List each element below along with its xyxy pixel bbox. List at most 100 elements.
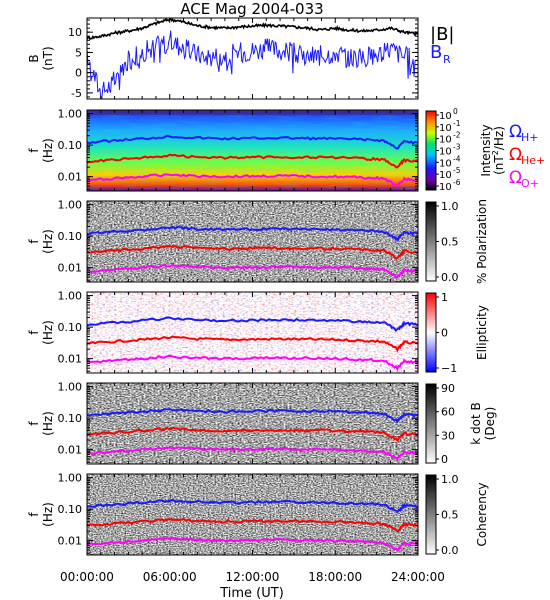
legend-omega-he: Ω: [509, 145, 522, 165]
gyrofrequency-line-he: [87, 426, 418, 442]
colorbar-unit: (Deg): [483, 407, 497, 441]
heatmap-intensity: [87, 110, 418, 191]
x-tick-label: 18:00:00: [308, 570, 362, 584]
legend-b-r-sub: R: [443, 53, 451, 66]
y-tick-label: 1.00: [58, 381, 83, 394]
colorbar-tick-label: 0.5: [441, 509, 459, 522]
y-tick-label: 5: [75, 46, 82, 59]
gyrofrequency-line-h: [87, 408, 418, 424]
y-axis-unit: (Hz): [41, 502, 55, 527]
colorbar-tick-exponent: -3: [453, 143, 461, 152]
x-axis: 00:00:00 06:00:00 12:00:00 18:00:00 24:00:00: [60, 570, 445, 584]
y-tick-label: 0.01: [58, 444, 83, 457]
colorbar-tick-label: 0.0: [441, 271, 459, 284]
colorbar-tick-label: 10: [439, 123, 452, 134]
x-axis-label: Time (UT): [219, 586, 284, 600]
y-tick-label: 1.00: [58, 472, 83, 485]
colorbar-ellipticity: [425, 292, 437, 373]
colorbar-tick-label: 60: [441, 406, 455, 419]
y-tick-label: 0.01: [58, 535, 83, 548]
y-tick-label: -5: [71, 87, 82, 100]
colorbar-tick-exponent: -2: [453, 131, 461, 140]
heatmap-kdotb: [87, 383, 418, 464]
y-axis-unit: (Hz): [41, 229, 55, 254]
y-tick-label: 0: [75, 67, 82, 80]
y-axis-label: f: [27, 239, 41, 244]
y-tick-label: 0.01: [58, 262, 83, 275]
colorbar-label: % Polarization: [475, 199, 489, 284]
y-tick-label: 0.10: [58, 321, 83, 334]
y-axis-label: f: [27, 421, 41, 426]
panel-polarization: 1.00 0.10 0.01 f (Hz) 1.0 0.5 0.0 % Polarization: [27, 199, 489, 284]
colorbar-label: Coherency: [475, 482, 489, 546]
colorbar-tick-label: 10: [439, 135, 452, 146]
y-tick-label: 0.01: [58, 171, 83, 184]
y-tick-label: 0.10: [58, 139, 83, 152]
x-tick-label: 12:00:00: [226, 570, 280, 584]
colorbar-tick-label: 10: [439, 158, 452, 169]
x-tick-label: 24:00:00: [391, 570, 445, 584]
y-axis-unit: (Hz): [41, 138, 55, 163]
gyrofrequency-line-he: [87, 245, 418, 260]
colorbar-tick-exponent: 0: [453, 107, 458, 116]
colorbar-tick-label: 1: [441, 291, 448, 304]
gyrofrequency-line-h: [87, 134, 418, 150]
colorbar-tick-label: 10: [439, 170, 452, 181]
colorbar-polarization: [425, 201, 437, 282]
y-tick-label: 0.01: [58, 353, 83, 366]
y-axis-unit: (Hz): [41, 320, 55, 345]
x-tick-label: 00:00:00: [60, 570, 114, 584]
legend-omega-sub-h: H+: [521, 131, 539, 144]
gyrofrequency-line-h: [87, 498, 418, 514]
series-line-b-r: [86, 30, 419, 99]
colorbar-kdotb: [425, 383, 437, 464]
colorbar-label: k dot B: [469, 402, 483, 444]
colorbar-coherency: [425, 474, 437, 555]
legend-omega-o: Ω: [509, 168, 522, 188]
gyrofrequency-line-he: [87, 335, 418, 353]
colorbar-tick-label: −1: [441, 362, 457, 375]
series-line-b-magnitude: [86, 17, 419, 41]
gyrofrequency-line-o: [87, 536, 418, 552]
heatmap-coherency: [87, 474, 418, 555]
colorbar-tick-label: 0.0: [441, 544, 459, 557]
colorbar-tick-label: 90: [441, 382, 455, 395]
y-axis-label: f: [27, 148, 41, 153]
panel-ellipticity: 1.00 0.10 0.01 f (Hz) 1 0 −1 Ellipticity: [27, 290, 489, 375]
gyrofrequency-line-he: [87, 517, 418, 533]
colorbar-label: Intensity: [479, 124, 493, 176]
y-tick-label: 0.10: [58, 503, 83, 516]
y-axis-label: f: [27, 512, 41, 517]
colorbar-tick-label: 0: [441, 453, 448, 466]
gyrofrequency-line-h: [87, 225, 418, 242]
y-tick-label: 1.00: [58, 108, 83, 121]
gyrofrequency-line-o: [87, 354, 418, 372]
colorbar-tick-label: 30: [441, 429, 455, 442]
colorbar-tick-exponent: -6: [453, 178, 461, 187]
chart-title: ACE Mag 2004-033: [180, 0, 323, 18]
colorbar-tick-label: 10: [439, 182, 452, 193]
gyrofrequency-line-o: [87, 446, 418, 462]
y-tick-label: 10: [68, 26, 82, 39]
legend-omega-sub-he: He+: [521, 154, 545, 167]
heatmap-polarization: [87, 201, 418, 282]
y-tick-label: 0.10: [58, 230, 83, 243]
colorbar-tick-label: 10: [439, 147, 452, 158]
colorbar-tick-label: 0.5: [441, 236, 459, 249]
legend-omega-sub-o: O+: [521, 177, 539, 190]
gyrofrequency-line-o: [87, 173, 418, 188]
legend-omega-h: Ω: [509, 122, 522, 142]
colorbar-tick-exponent: -4: [453, 154, 461, 163]
colorbar-tick-label: 1.0: [441, 473, 459, 486]
colorbar-tick-exponent: -5: [453, 166, 461, 175]
y-tick-label: 1.00: [58, 290, 83, 303]
colorbar-tick-exponent: -1: [453, 119, 461, 128]
colorbar-unit: (nT2/Hz): [491, 126, 506, 175]
x-tick-label: 06:00:00: [143, 570, 197, 584]
y-axis-label: B: [27, 54, 41, 62]
colorbar-intensity: [425, 110, 437, 191]
colorbar-tick-label: 0: [441, 327, 448, 340]
